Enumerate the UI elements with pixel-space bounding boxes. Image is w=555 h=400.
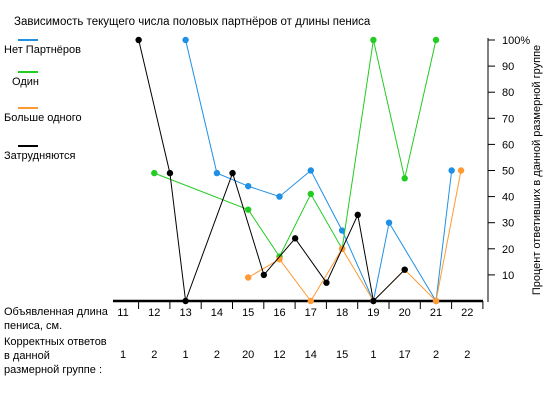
- x-tick-label: 21: [430, 307, 442, 319]
- x-tick-label: 14: [211, 307, 223, 319]
- chart-title: Зависимость текущего числа половых партн…: [14, 16, 371, 28]
- series-3: [245, 167, 465, 305]
- count-value: 2: [433, 349, 439, 361]
- x-tick-labels: 11 12 13 14 15 16 17 18 19 20 21 22: [117, 301, 484, 319]
- data-point: [338, 227, 346, 234]
- data-point: [245, 182, 252, 190]
- data-point: [401, 266, 408, 273]
- data-point: [291, 235, 299, 242]
- counts-title: Корректных ответов в данной размерной гр…: [4, 336, 110, 376]
- x-tick-label: 18: [336, 307, 348, 319]
- legend-label: Больше одного: [4, 112, 82, 124]
- series-2: [151, 36, 440, 260]
- count-value: 12: [273, 349, 285, 361]
- count-value: 2: [151, 349, 157, 361]
- data-point: [166, 169, 174, 177]
- y-tick-label: 10: [502, 270, 514, 282]
- data-point: [213, 169, 221, 177]
- legend-label: Затрудняются: [4, 150, 76, 162]
- y-ticks: 10 20 30 40 50 60 70 80 90 100%: [488, 35, 530, 282]
- data-point: [182, 36, 189, 44]
- data-point: [307, 297, 314, 305]
- legend-label: Один: [12, 76, 39, 88]
- series-4: [135, 36, 408, 305]
- legend: Нет Партнёров Один Больше одного Затрудняют…: [4, 39, 82, 162]
- count-value: 2: [214, 349, 220, 361]
- count-value: 2: [464, 349, 470, 361]
- count-value: 14: [305, 349, 317, 361]
- y-tick-label: 90: [502, 61, 514, 73]
- data-point: [354, 211, 361, 219]
- y-tick-label: 70: [502, 113, 514, 125]
- series-1: [182, 36, 455, 305]
- data-point: [135, 36, 142, 44]
- data-point: [276, 256, 283, 263]
- data-point: [245, 206, 252, 213]
- count-value: 1: [370, 349, 376, 361]
- x-tick-label: 17: [305, 307, 317, 319]
- data-point: [448, 167, 455, 174]
- x-axis-title: Объявленная длина пениса, см.: [4, 306, 111, 332]
- y-axis-title: Процент ответивших в данной размерной гр…: [531, 45, 543, 295]
- data-point: [401, 175, 408, 182]
- count-value: 1: [120, 349, 126, 361]
- x-tick-label: 11: [117, 307, 128, 319]
- series-layer: [135, 36, 465, 305]
- data-point: [182, 297, 189, 305]
- y-tick-label: 30: [502, 218, 514, 230]
- data-point: [276, 193, 283, 200]
- y-tick-label: 80: [502, 87, 514, 99]
- count-value: 1: [183, 349, 189, 361]
- data-point: [385, 219, 393, 226]
- data-point: [245, 274, 252, 281]
- data-point: [151, 169, 158, 177]
- data-point: [323, 279, 330, 286]
- data-point: [229, 169, 236, 177]
- y-tick-label: 60: [502, 139, 514, 151]
- series-line: [247, 170, 462, 303]
- x-tick-label: 12: [148, 307, 160, 319]
- data-point: [432, 36, 440, 44]
- x-tick-label: 16: [273, 307, 285, 319]
- x-tick-label: 20: [399, 307, 411, 319]
- y-tick-label: 100%: [502, 35, 530, 47]
- x-tick-label: 15: [242, 307, 254, 319]
- y-tick-label: 20: [502, 244, 514, 256]
- data-point: [307, 190, 314, 198]
- series-line: [138, 39, 406, 303]
- data-point: [370, 297, 377, 305]
- data-point: [432, 297, 440, 305]
- data-point: [370, 36, 377, 44]
- x-tick-label: 22: [461, 307, 473, 319]
- data-point: [457, 167, 465, 174]
- y-tick-label: 50: [502, 166, 514, 178]
- data-point: [307, 167, 314, 174]
- count-value: 17: [399, 349, 411, 361]
- y-tick-label: 40: [502, 192, 514, 204]
- series-line: [185, 39, 453, 303]
- count-value: 20: [242, 349, 254, 361]
- x-tick-label: 13: [179, 307, 191, 319]
- series-line: [154, 39, 437, 258]
- legend-label: Нет Партнёров: [4, 44, 81, 56]
- data-point: [260, 271, 268, 279]
- count-labels: 1 2 1 2 20 12 14 15 1 17 2 2: [120, 349, 470, 361]
- x-tick-label: 19: [367, 307, 379, 319]
- count-value: 15: [336, 349, 348, 361]
